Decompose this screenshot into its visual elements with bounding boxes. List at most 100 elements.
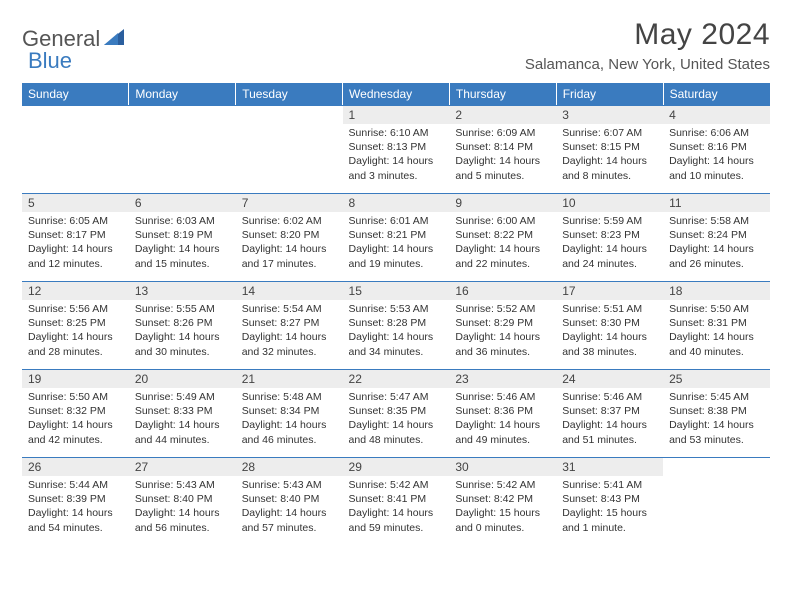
calendar-day-cell: 2Sunrise: 6:09 AMSunset: 8:14 PMDaylight… (449, 105, 556, 193)
day-number: 18 (663, 281, 770, 300)
day-number: 1 (343, 105, 450, 124)
calendar-day-cell: 20Sunrise: 5:49 AMSunset: 8:33 PMDayligh… (129, 369, 236, 457)
calendar-week-row: 1Sunrise: 6:10 AMSunset: 8:13 PMDaylight… (22, 105, 770, 193)
day-number: 13 (129, 281, 236, 300)
day-details: Sunrise: 6:05 AMSunset: 8:17 PMDaylight:… (22, 212, 129, 275)
day-details: Sunrise: 5:47 AMSunset: 8:35 PMDaylight:… (343, 388, 450, 451)
calendar-day-cell: 6Sunrise: 6:03 AMSunset: 8:19 PMDaylight… (129, 193, 236, 281)
calendar-day-cell: 25Sunrise: 5:45 AMSunset: 8:38 PMDayligh… (663, 369, 770, 457)
weekday-header-cell: Sunday (22, 83, 129, 105)
calendar-day-cell: 11Sunrise: 5:58 AMSunset: 8:24 PMDayligh… (663, 193, 770, 281)
day-number: 14 (236, 281, 343, 300)
calendar-day-cell: 1Sunrise: 6:10 AMSunset: 8:13 PMDaylight… (343, 105, 450, 193)
calendar-day-cell: 31Sunrise: 5:41 AMSunset: 8:43 PMDayligh… (556, 457, 663, 545)
calendar-day-cell: 24Sunrise: 5:46 AMSunset: 8:37 PMDayligh… (556, 369, 663, 457)
calendar-day-cell: 22Sunrise: 5:47 AMSunset: 8:35 PMDayligh… (343, 369, 450, 457)
day-details: Sunrise: 5:49 AMSunset: 8:33 PMDaylight:… (129, 388, 236, 451)
calendar-day-cell (22, 105, 129, 193)
brand-triangle-icon (104, 29, 124, 50)
calendar-day-cell: 29Sunrise: 5:42 AMSunset: 8:41 PMDayligh… (343, 457, 450, 545)
brand-part2: Blue (28, 48, 72, 73)
day-number: 20 (129, 369, 236, 388)
calendar-week-row: 26Sunrise: 5:44 AMSunset: 8:39 PMDayligh… (22, 457, 770, 545)
weekday-header-cell: Wednesday (343, 83, 450, 105)
calendar-day-cell: 5Sunrise: 6:05 AMSunset: 8:17 PMDaylight… (22, 193, 129, 281)
day-details: Sunrise: 5:54 AMSunset: 8:27 PMDaylight:… (236, 300, 343, 363)
calendar-day-cell: 21Sunrise: 5:48 AMSunset: 8:34 PMDayligh… (236, 369, 343, 457)
calendar-day-cell: 17Sunrise: 5:51 AMSunset: 8:30 PMDayligh… (556, 281, 663, 369)
day-details: Sunrise: 5:50 AMSunset: 8:32 PMDaylight:… (22, 388, 129, 451)
calendar-day-cell: 19Sunrise: 5:50 AMSunset: 8:32 PMDayligh… (22, 369, 129, 457)
day-details: Sunrise: 6:00 AMSunset: 8:22 PMDaylight:… (449, 212, 556, 275)
day-details: Sunrise: 5:45 AMSunset: 8:38 PMDaylight:… (663, 388, 770, 451)
day-details: Sunrise: 6:10 AMSunset: 8:13 PMDaylight:… (343, 124, 450, 187)
day-number: 10 (556, 193, 663, 212)
day-number: 26 (22, 457, 129, 476)
calendar-week-row: 19Sunrise: 5:50 AMSunset: 8:32 PMDayligh… (22, 369, 770, 457)
calendar-day-cell: 7Sunrise: 6:02 AMSunset: 8:20 PMDaylight… (236, 193, 343, 281)
day-number: 2 (449, 105, 556, 124)
weekday-header-cell: Thursday (449, 83, 556, 105)
weekday-header-cell: Friday (556, 83, 663, 105)
day-details: Sunrise: 5:46 AMSunset: 8:37 PMDaylight:… (556, 388, 663, 451)
day-details: Sunrise: 6:03 AMSunset: 8:19 PMDaylight:… (129, 212, 236, 275)
calendar-table: SundayMondayTuesdayWednesdayThursdayFrid… (22, 83, 770, 545)
calendar-day-cell (236, 105, 343, 193)
day-details: Sunrise: 5:48 AMSunset: 8:34 PMDaylight:… (236, 388, 343, 451)
calendar-day-cell: 8Sunrise: 6:01 AMSunset: 8:21 PMDaylight… (343, 193, 450, 281)
day-number: 22 (343, 369, 450, 388)
calendar-day-cell: 27Sunrise: 5:43 AMSunset: 8:40 PMDayligh… (129, 457, 236, 545)
day-number: 9 (449, 193, 556, 212)
day-number: 31 (556, 457, 663, 476)
day-details: Sunrise: 5:58 AMSunset: 8:24 PMDaylight:… (663, 212, 770, 275)
calendar-day-cell: 15Sunrise: 5:53 AMSunset: 8:28 PMDayligh… (343, 281, 450, 369)
day-number: 30 (449, 457, 556, 476)
calendar-day-cell: 26Sunrise: 5:44 AMSunset: 8:39 PMDayligh… (22, 457, 129, 545)
location-text: Salamanca, New York, United States (525, 56, 770, 73)
day-details: Sunrise: 6:07 AMSunset: 8:15 PMDaylight:… (556, 124, 663, 187)
day-details: Sunrise: 6:02 AMSunset: 8:20 PMDaylight:… (236, 212, 343, 275)
day-number: 27 (129, 457, 236, 476)
day-number: 3 (556, 105, 663, 124)
day-number: 15 (343, 281, 450, 300)
weekday-header-cell: Saturday (663, 83, 770, 105)
day-number: 6 (129, 193, 236, 212)
header: General May 2024 Salamanca, New York, Un… (22, 18, 770, 73)
weekday-header: SundayMondayTuesdayWednesdayThursdayFrid… (22, 83, 770, 105)
day-details: Sunrise: 6:06 AMSunset: 8:16 PMDaylight:… (663, 124, 770, 187)
day-details: Sunrise: 5:50 AMSunset: 8:31 PMDaylight:… (663, 300, 770, 363)
day-number: 11 (663, 193, 770, 212)
day-details: Sunrise: 5:52 AMSunset: 8:29 PMDaylight:… (449, 300, 556, 363)
calendar-day-cell: 30Sunrise: 5:42 AMSunset: 8:42 PMDayligh… (449, 457, 556, 545)
day-number: 12 (22, 281, 129, 300)
brand-part2-wrap: Blue (28, 48, 72, 74)
day-details: Sunrise: 6:01 AMSunset: 8:21 PMDaylight:… (343, 212, 450, 275)
weekday-header-cell: Monday (129, 83, 236, 105)
day-number: 21 (236, 369, 343, 388)
day-details: Sunrise: 6:09 AMSunset: 8:14 PMDaylight:… (449, 124, 556, 187)
weekday-header-cell: Tuesday (236, 83, 343, 105)
calendar-day-cell: 18Sunrise: 5:50 AMSunset: 8:31 PMDayligh… (663, 281, 770, 369)
calendar-day-cell (663, 457, 770, 545)
calendar-day-cell: 14Sunrise: 5:54 AMSunset: 8:27 PMDayligh… (236, 281, 343, 369)
day-number: 29 (343, 457, 450, 476)
day-number: 23 (449, 369, 556, 388)
calendar-day-cell: 3Sunrise: 6:07 AMSunset: 8:15 PMDaylight… (556, 105, 663, 193)
calendar-page: General May 2024 Salamanca, New York, Un… (0, 0, 792, 545)
day-number: 4 (663, 105, 770, 124)
day-number: 5 (22, 193, 129, 212)
day-details: Sunrise: 5:43 AMSunset: 8:40 PMDaylight:… (129, 476, 236, 539)
day-details: Sunrise: 5:46 AMSunset: 8:36 PMDaylight:… (449, 388, 556, 451)
day-number: 19 (22, 369, 129, 388)
day-details: Sunrise: 5:43 AMSunset: 8:40 PMDaylight:… (236, 476, 343, 539)
day-details: Sunrise: 5:53 AMSunset: 8:28 PMDaylight:… (343, 300, 450, 363)
calendar-day-cell (129, 105, 236, 193)
day-details: Sunrise: 5:42 AMSunset: 8:42 PMDaylight:… (449, 476, 556, 539)
day-number: 7 (236, 193, 343, 212)
day-details: Sunrise: 5:42 AMSunset: 8:41 PMDaylight:… (343, 476, 450, 539)
calendar-day-cell: 13Sunrise: 5:55 AMSunset: 8:26 PMDayligh… (129, 281, 236, 369)
day-details: Sunrise: 5:56 AMSunset: 8:25 PMDaylight:… (22, 300, 129, 363)
month-title: May 2024 (525, 18, 770, 52)
calendar-day-cell: 9Sunrise: 6:00 AMSunset: 8:22 PMDaylight… (449, 193, 556, 281)
day-number: 24 (556, 369, 663, 388)
